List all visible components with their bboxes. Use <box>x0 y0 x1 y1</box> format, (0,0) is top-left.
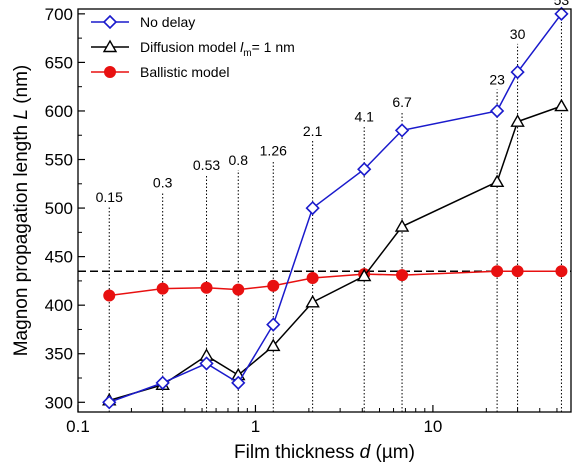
thickness-label: 6.7 <box>392 94 412 110</box>
thickness-label: 4.1 <box>354 108 374 124</box>
ballistic-model-point <box>267 279 280 292</box>
legend-label-no-delay: No delay <box>140 14 195 30</box>
ballistic-model-point <box>555 265 568 278</box>
diffusion-model-line <box>109 105 562 402</box>
diffusion-model-point <box>305 294 320 308</box>
thickness-label: 0.15 <box>96 189 123 205</box>
ballistic-model-point <box>103 289 116 302</box>
legend-marker-no-delay <box>102 14 118 30</box>
axis-titles: Film thickness d (µm) Magnon propagation … <box>11 65 415 463</box>
thickness-label: 23 <box>489 71 505 87</box>
y-tick-label: 400 <box>45 296 73 315</box>
legend-label-ballistic-model: Ballistic model <box>140 64 229 80</box>
diffusion-model-point <box>489 174 505 188</box>
y-tick-label: 350 <box>45 345 73 364</box>
thickness-label: 2.1 <box>303 123 323 139</box>
plot-frame <box>77 8 572 413</box>
no-delay-point <box>102 395 117 410</box>
legend-label-diffusion-model: Diffusion model lm= 1 nm <box>140 39 295 59</box>
no-delay-point <box>357 162 372 177</box>
ballistic-model-point <box>200 281 213 294</box>
no-delay-point <box>510 64 525 80</box>
ballistic-model-point <box>396 269 409 282</box>
y-tick-label: 600 <box>45 102 73 121</box>
no-delay-point <box>266 317 281 332</box>
no-delay-point <box>231 375 246 390</box>
x-tick-label: 10 <box>423 417 442 436</box>
no-delay-point <box>394 123 410 138</box>
diffusion-model-point <box>266 338 281 352</box>
diffusion-model-point <box>554 98 569 112</box>
diffusion-model-point <box>510 114 525 127</box>
series-diffusion-model <box>102 98 569 406</box>
legend-marker-diffusion-model <box>102 39 118 53</box>
series-no-delay <box>102 6 569 410</box>
ballistic-model-point <box>491 265 504 278</box>
thickness-label: 0.53 <box>193 157 220 173</box>
y-tick-label: 500 <box>45 199 73 218</box>
y-tick-label: 700 <box>45 5 73 24</box>
axes-layer: 0.1 1 10 300 350 400 450 500 550 600 650 700 <box>45 5 558 436</box>
thickness-label: 0.8 <box>229 152 249 168</box>
thickness-label: 0.3 <box>153 174 173 190</box>
x-tick-label: 1 <box>251 417 260 436</box>
thickness-label: 30 <box>510 26 526 42</box>
series-layer <box>102 6 569 410</box>
ballistic-model-point <box>156 282 169 295</box>
no-delay-point <box>554 6 569 21</box>
ballistic-model-point <box>232 283 245 296</box>
no-delay-point <box>305 200 320 216</box>
thickness-label: 53 <box>554 0 570 8</box>
y-tick-label: 450 <box>45 248 73 267</box>
y-tick-label: 650 <box>45 53 73 72</box>
x-axis-title: Film thickness d (µm) <box>234 442 415 463</box>
legend: No delay Diffusion model lm= 1 nm Ballisti… <box>91 14 295 80</box>
y-tick-label: 300 <box>45 393 73 412</box>
y-axis-title: Magnon propagation length L (nm) <box>11 65 32 357</box>
ballistic-model-point <box>511 265 524 278</box>
annotation-layer: 0.15 0.3 0.53 0.8 1.26 2.1 4.1 6.7 23 30 53 <box>96 0 570 412</box>
no-delay-point <box>199 356 214 371</box>
diffusion-model-point <box>394 219 410 232</box>
no-delay-point <box>155 375 170 390</box>
ballistic-model-point <box>306 271 319 284</box>
x-tick-label: 0.1 <box>66 417 90 436</box>
y-tick-label: 550 <box>45 151 73 170</box>
legend-marker-ballistic-model <box>104 66 116 78</box>
thickness-label: 1.26 <box>260 142 287 158</box>
no-delay-point <box>489 103 505 119</box>
diffusion-model-point <box>356 268 372 282</box>
